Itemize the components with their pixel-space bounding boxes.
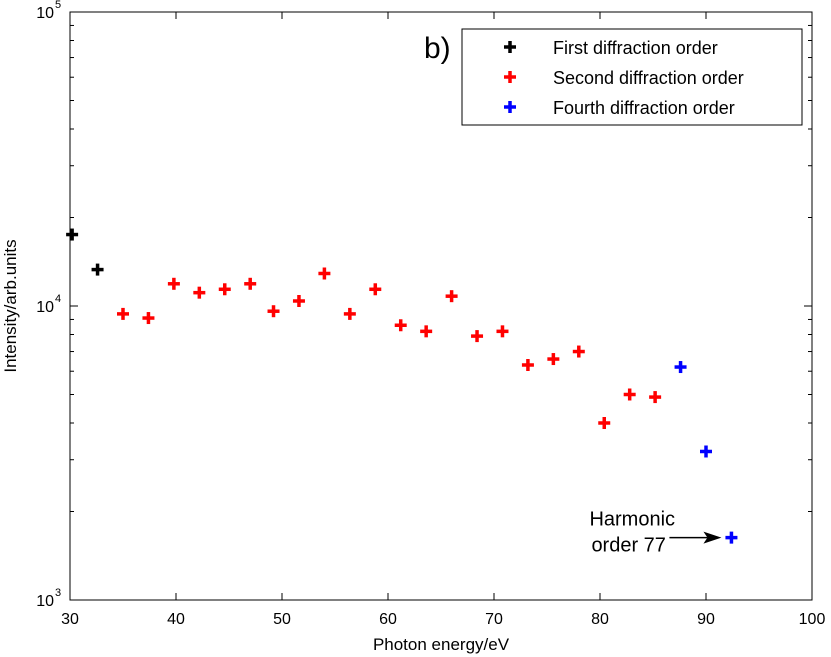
data-point-series-1 — [66, 228, 79, 241]
data-point-series-2 — [572, 345, 585, 358]
x-tick-label: 80 — [591, 611, 609, 628]
data-point-series-3 — [725, 531, 738, 544]
legend-entry: Second diffraction order — [504, 68, 744, 88]
data-point-series-1 — [91, 263, 104, 276]
y-tick-label-base: 10 — [36, 5, 54, 22]
x-tick-label: 60 — [379, 611, 397, 628]
data-point-series-2 — [547, 353, 560, 366]
legend-label: First diffraction order — [553, 38, 718, 58]
annotation: Harmonic order 77 — [589, 509, 722, 557]
data-point-series-2 — [267, 305, 280, 318]
data-point-series-2 — [598, 416, 611, 429]
legend-marker — [504, 101, 516, 113]
data-point-series-2 — [167, 277, 180, 290]
x-tick-labels: 30 40 50 60 70 80 90 100 — [61, 611, 825, 628]
y-tick-label: 10 3 — [36, 587, 61, 610]
y-tick-label-exponent: 5 — [55, 0, 61, 11]
annotation-arrow-head — [703, 531, 722, 544]
x-axis-label: Photon energy/eV — [373, 635, 510, 654]
x-tick-label: 70 — [485, 611, 503, 628]
legend-entry: Fourth diffraction order — [504, 98, 735, 118]
data-point-series-2 — [318, 267, 331, 280]
legend-marker — [504, 71, 516, 83]
x-tick-label: 40 — [167, 611, 185, 628]
x-tick-label: 90 — [697, 611, 715, 628]
x-tick-label: 100 — [799, 611, 826, 628]
legend-entry: First diffraction order — [504, 38, 718, 58]
data-point-series-2 — [218, 283, 231, 296]
y-tick-label: 10 4 — [36, 293, 61, 316]
data-point-series-2 — [394, 319, 407, 332]
y-tick-label-exponent: 3 — [55, 587, 61, 599]
legend-label: Second diffraction order — [553, 68, 744, 88]
data-point-series-2 — [117, 307, 129, 320]
data-point-series-2 — [142, 312, 155, 325]
y-tick-label-exponent: 4 — [55, 293, 61, 305]
data-point-series-2 — [369, 283, 382, 296]
x-tick-label: 30 — [61, 611, 79, 628]
legend-box — [461, 28, 803, 126]
axis-ticks — [69, 12, 813, 601]
data-point-series-2 — [343, 307, 356, 320]
data-point-series-2 — [521, 358, 534, 371]
data-point-series-2 — [649, 391, 662, 404]
annotation-text-line: order 77 — [591, 535, 666, 557]
x-tick-label: 50 — [273, 611, 291, 628]
legend-label: Fourth diffraction order — [553, 98, 735, 118]
legend-marker — [504, 41, 516, 53]
legend: First diffraction order Second diffractio… — [461, 28, 803, 126]
y-tick-label: 10 5 — [36, 0, 61, 22]
y-tick-label-base: 10 — [36, 299, 54, 316]
data-point-series-2 — [623, 388, 636, 401]
data-point-series-2 — [193, 286, 206, 299]
y-tick-label-base: 10 — [36, 593, 54, 610]
data-point-series-3 — [674, 361, 687, 374]
data-point-series-2 — [471, 330, 484, 343]
data-point-series-2 — [445, 290, 458, 303]
data-points — [66, 228, 738, 544]
data-point-series-2 — [244, 277, 257, 290]
data-point-series-2 — [292, 294, 305, 307]
data-point-series-3 — [700, 445, 712, 458]
annotation-text-line: Harmonic — [589, 509, 675, 531]
y-axis-label: Intensity/arb.units — [1, 239, 20, 372]
data-point-series-2 — [496, 325, 509, 338]
panel-label: b) — [424, 32, 451, 65]
data-point-series-2 — [420, 325, 433, 338]
